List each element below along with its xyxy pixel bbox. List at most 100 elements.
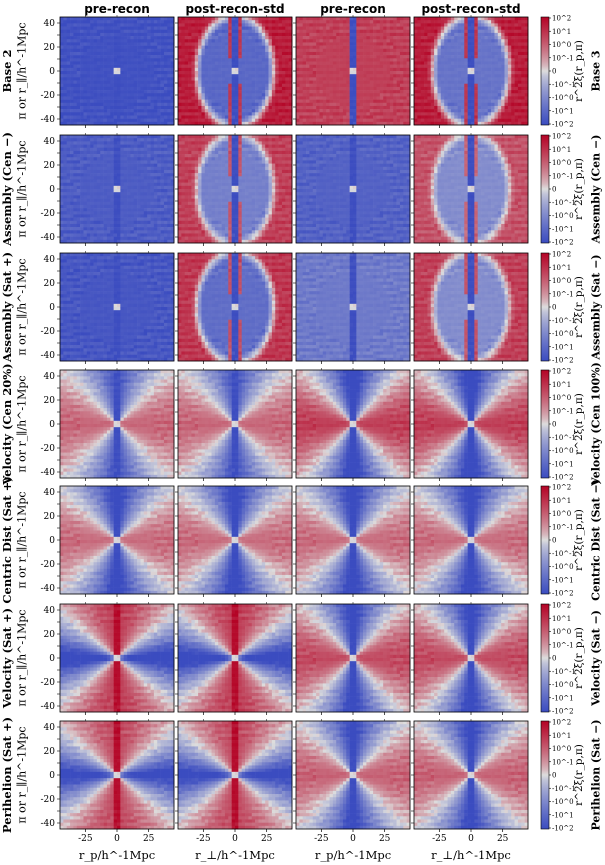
heatmap-cell [379, 112, 384, 116]
heatmap-cell [296, 20, 300, 24]
heatmap-cell [181, 115, 185, 119]
heatmap-cell [427, 121, 432, 126]
heatmap-cell [278, 121, 283, 126]
heatmap-cell [363, 115, 367, 119]
heatmap-cell [214, 42, 219, 46]
heatmap-cell [501, 58, 505, 62]
heatmap-cell [329, 32, 334, 37]
heatmap-cell [137, 55, 141, 59]
heatmap-cell [285, 26, 289, 31]
heatmap-cell [178, 90, 182, 94]
heatmap-cell [403, 51, 407, 56]
heatmap-cell [306, 29, 310, 34]
heatmap-cell [106, 58, 111, 62]
heatmap-cell [389, 105, 394, 110]
heatmap-cell [457, 80, 462, 85]
heatmap-cell [214, 96, 219, 100]
heatmap-cell [464, 105, 468, 110]
heatmap-cell [434, 77, 438, 81]
heatmap-cell [278, 93, 283, 97]
heatmap-cell [278, 20, 283, 24]
heatmap-cell [255, 90, 259, 94]
heatmap-cell [93, 90, 98, 94]
heatmap-cell [406, 109, 411, 113]
heatmap-cell [163, 99, 168, 104]
heatmap-cell [427, 36, 432, 40]
heatmap-cell [417, 83, 421, 88]
heatmap-cell [188, 77, 192, 81]
heatmap-cell [147, 121, 151, 126]
heatmap-cell [339, 42, 344, 46]
heatmap-cell [150, 42, 155, 46]
heatmap-cell [120, 74, 124, 78]
heatmap-cell [66, 227, 71, 231]
heatmap-cell [275, 105, 279, 110]
heatmap-cell [157, 83, 161, 88]
heatmap-cell [123, 48, 128, 53]
heatmap-cell [346, 23, 350, 27]
heatmap-cell [255, 67, 259, 72]
heatmap-cell [204, 42, 209, 46]
heatmap-cell [96, 64, 101, 69]
heatmap-cell [86, 80, 91, 85]
heatmap-cell [83, 166, 88, 171]
heatmap-cell [255, 45, 259, 50]
heatmap-cell [399, 112, 404, 116]
heatmap-cell [460, 51, 465, 56]
heatmap-cell [268, 99, 273, 104]
heatmap-cell [517, 39, 522, 43]
heatmap-cell [218, 83, 222, 88]
heatmap-cell [66, 64, 71, 69]
heatmap-cell [80, 93, 84, 97]
heatmap-cell [123, 93, 128, 97]
heatmap-cell [103, 29, 108, 34]
heatmap-cell [420, 96, 425, 100]
heatmap-cell [430, 121, 435, 126]
heatmap-cell [198, 64, 202, 69]
heatmap-cell [241, 105, 246, 110]
heatmap-cell [70, 182, 74, 187]
heatmap-cell [268, 64, 273, 69]
heatmap-cell [63, 112, 67, 116]
heatmap-cell [447, 121, 452, 126]
heatmap-cell [63, 239, 67, 244]
heatmap-cell [326, 102, 330, 107]
heatmap-cell [322, 77, 327, 81]
heatmap-cell [471, 86, 475, 91]
heatmap-cell [224, 80, 229, 85]
heatmap-cell [454, 121, 458, 126]
heatmap-cell [322, 71, 327, 75]
heatmap-cell [60, 71, 64, 75]
heatmap-cell [86, 83, 91, 88]
heatmap-cell [86, 86, 91, 91]
heatmap-cell [386, 96, 391, 100]
heatmap-cell [214, 77, 219, 81]
heatmap-cell [93, 42, 98, 46]
heatmap-cell [376, 102, 381, 107]
heatmap-cell [70, 102, 74, 107]
heatmap-cell [275, 77, 279, 81]
heatmap-cell [376, 64, 381, 69]
heatmap-cell [359, 26, 364, 31]
heatmap-cell [524, 99, 529, 104]
heatmap-cell [120, 29, 124, 34]
heatmap-cell [427, 67, 432, 72]
heatmap-cell [188, 36, 192, 40]
heatmap-cell [420, 74, 425, 78]
heatmap-cell [504, 67, 509, 72]
heatmap-cell [430, 55, 435, 59]
heatmap-cell [319, 121, 324, 126]
heatmap-cell [342, 20, 347, 24]
heatmap-cell [120, 32, 124, 37]
heatmap-cell [353, 115, 357, 119]
heatmap-cell [481, 118, 485, 123]
heatmap-cell [83, 208, 88, 212]
heatmap-cell [258, 102, 263, 107]
heatmap-cell [127, 109, 131, 113]
heatmap-cell [60, 154, 64, 158]
heatmap-cell [163, 32, 168, 37]
heatmap-cell [224, 29, 229, 34]
heatmap-cell [127, 71, 131, 75]
heatmap-cell [218, 102, 222, 107]
heatmap-cell [208, 48, 212, 53]
